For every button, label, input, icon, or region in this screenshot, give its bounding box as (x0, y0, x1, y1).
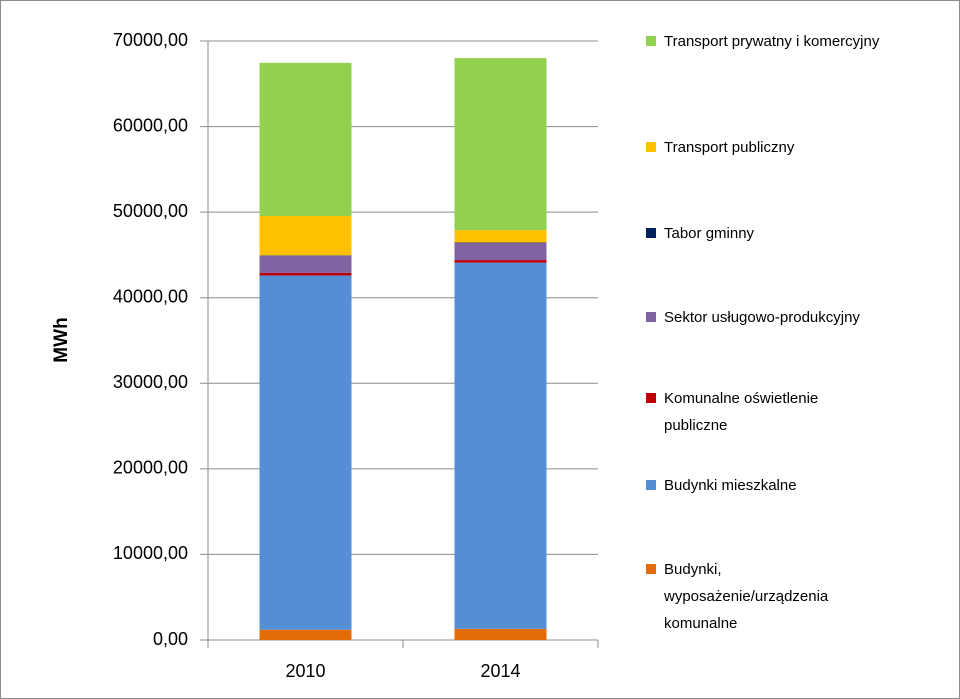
y-tick-label: 40000,00 (113, 286, 188, 306)
bar-segment (454, 262, 547, 629)
legend-label: Budynki, wyposażenie/urządzenia komunaln… (664, 561, 829, 632)
legend-label: Tabor gminny (664, 225, 755, 242)
bar-segment (454, 230, 547, 243)
bar-segment (454, 628, 547, 640)
bar-segment (454, 58, 547, 231)
legend-swatch (646, 312, 656, 322)
legend-label: Transport prywatny i komercyjny (664, 33, 880, 50)
bar-segment (259, 629, 352, 640)
bar-segment (259, 275, 352, 630)
bar-segment (259, 62, 352, 216)
legend-label: Komunalne oświetlenie publiczne (664, 390, 819, 434)
y-tick-label: 10000,00 (113, 543, 188, 563)
legend-item: Transport prywatny i komercyjny (646, 28, 960, 55)
legend-swatch (646, 228, 656, 238)
legend-item: Budynki mieszkalne (646, 472, 960, 499)
y-tick-label: 30000,00 (113, 372, 188, 392)
y-tick-label: 70000,00 (113, 30, 188, 50)
bar-segment (259, 272, 352, 276)
y-tick-label: 0,00 (153, 629, 188, 649)
x-tick-label: 2010 (285, 661, 325, 681)
legend-swatch (646, 564, 656, 574)
bar-segment (259, 255, 352, 273)
bar-segment (454, 260, 547, 263)
y-axis-label: MWh (51, 317, 72, 362)
legend-label: Transport publiczny (664, 139, 795, 156)
legend-swatch (646, 393, 656, 403)
legend-item: Sektor usługowo-produkcyjny (646, 304, 960, 331)
legend-label: Sektor usługowo-produkcyjny (664, 309, 860, 326)
legend-label: Budynki mieszkalne (664, 477, 797, 494)
legend-item: Budynki, wyposażenie/urządzenia komunaln… (646, 556, 879, 637)
legend-swatch (646, 480, 656, 490)
legend-item: Transport publiczny (646, 134, 960, 161)
y-tick-label: 20000,00 (113, 458, 188, 478)
x-tick-label: 2014 (480, 661, 520, 681)
legend-swatch (646, 36, 656, 46)
bar-segment (454, 242, 547, 261)
legend-item: Komunalne oświetlenie publiczne (646, 385, 879, 439)
y-tick-label: 60000,00 (113, 115, 188, 135)
bar-segment (259, 215, 352, 256)
legend-item: Tabor gminny (646, 220, 960, 247)
legend-swatch (646, 142, 656, 152)
y-tick-label: 50000,00 (113, 201, 188, 221)
